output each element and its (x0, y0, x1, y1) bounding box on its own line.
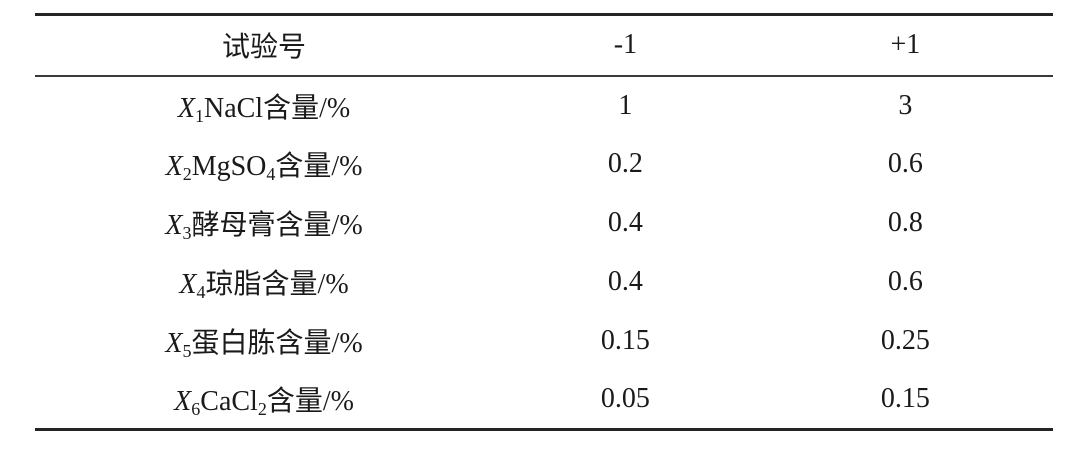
variable-symbol: X (165, 210, 183, 241)
label-unit: 含量/% (266, 386, 354, 418)
row-label-cell: X3酵母膏含量/% (35, 194, 493, 253)
low-level-cell: 0.4 (607, 266, 643, 297)
variable-subscript: 5 (182, 341, 192, 361)
low-level-cell: 0.4 (607, 207, 643, 238)
table-row: X6CaCl2含量/% 0.05 0.15 (35, 371, 1053, 430)
label-text: 酵母膏 (191, 210, 276, 241)
variable-subscript: 2 (182, 164, 192, 184)
row-label-cell: X1NaCl含量/% (35, 76, 493, 135)
label-unit: 含量/% (275, 328, 363, 359)
low-level-cell: 0.05 (600, 383, 650, 415)
variable-symbol: X (179, 269, 197, 300)
label-unit: 含量/% (275, 210, 363, 241)
low-level-cell: 1 (618, 89, 633, 121)
formula-subscript: 4 (266, 164, 276, 184)
header-cell-low-level: -1 (493, 14, 758, 77)
label-text: 琼脂 (205, 269, 262, 300)
high-level-cell: 0.6 (887, 148, 923, 179)
table-row: X5蛋白胨含量/% 0.15 0.25 (35, 312, 1053, 371)
factor-levels-table: 试验号 -1 +1 X1NaCl含量/% 1 3 X2MgSO4含量/% 0.2… (35, 13, 1053, 431)
high-level-cell: 0.15 (880, 383, 930, 415)
row-label-cell: X4琼脂含量/% (35, 253, 493, 312)
table-header: 试验号 -1 +1 (35, 14, 1053, 77)
variable-subscript: 3 (182, 223, 192, 243)
row-label-cell: X6CaCl2含量/% (35, 371, 493, 430)
label-unit: 含量/% (261, 269, 349, 300)
variable-symbol: X (174, 386, 192, 418)
variable-subscript: 4 (196, 282, 206, 302)
table-body: X1NaCl含量/% 1 3 X2MgSO4含量/% 0.2 0.6 X3酵母膏… (35, 76, 1053, 430)
variable-symbol: X (165, 328, 183, 359)
table-row: X3酵母膏含量/% 0.4 0.8 (35, 194, 1053, 253)
label-text: NaCl (203, 92, 264, 124)
high-level-cell: 3 (898, 89, 913, 121)
header-cell-factor: 试验号 (35, 14, 494, 77)
row-label-cell: X2MgSO4含量/% (35, 135, 493, 194)
formula-subscript: 2 (257, 399, 267, 420)
table-row: X4琼脂含量/% 0.4 0.6 (35, 253, 1053, 312)
low-level-cell: 0.15 (600, 325, 650, 356)
label-text: MgSO (191, 151, 267, 182)
variable-symbol: X (165, 151, 183, 182)
high-level-cell: 0.6 (887, 266, 923, 297)
header-row: 试验号 -1 +1 (35, 14, 1053, 77)
label-text: 蛋白胨 (191, 328, 276, 359)
low-level-cell: 0.2 (607, 148, 643, 179)
label-text: CaCl (200, 386, 258, 418)
high-level-cell: 0.8 (887, 207, 923, 238)
high-level-cell: 0.25 (880, 325, 930, 356)
variable-subscript: 1 (194, 105, 204, 126)
variable-symbol: X (177, 92, 195, 124)
row-label-cell: X5蛋白胨含量/% (35, 312, 493, 371)
header-cell-high-level: +1 (757, 14, 1053, 77)
table-row: X2MgSO4含量/% 0.2 0.6 (35, 135, 1053, 194)
label-unit: 含量/% (263, 92, 351, 124)
table-row: X1NaCl含量/% 1 3 (35, 76, 1053, 135)
variable-subscript: 6 (191, 399, 201, 420)
label-unit: 含量/% (275, 151, 363, 182)
